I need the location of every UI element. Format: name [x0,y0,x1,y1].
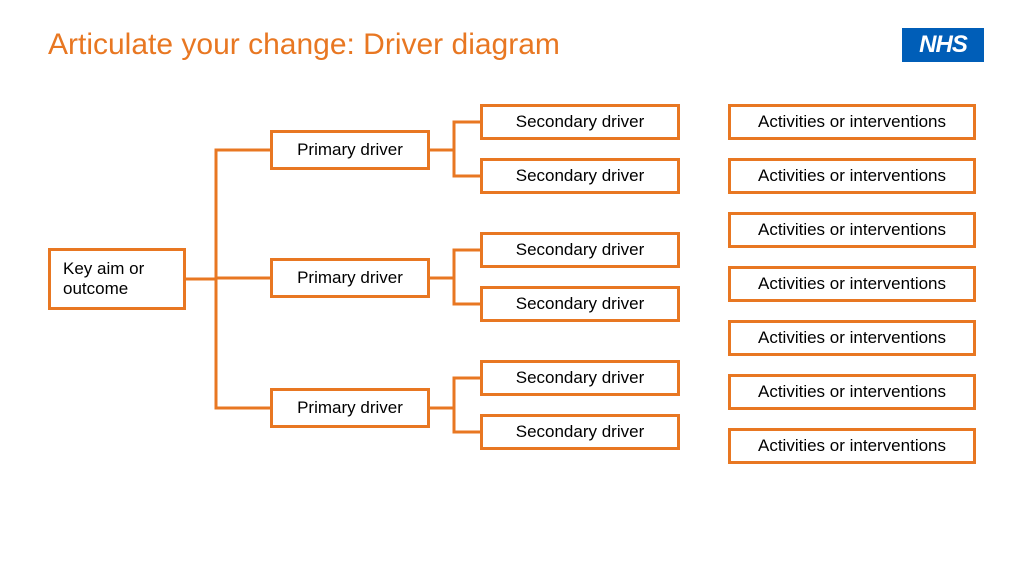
slide: Articulate your change: Driver diagram N… [0,0,1024,576]
secondary-driver-box: Secondary driver [480,360,680,396]
secondary-driver-box: Secondary driver [480,286,680,322]
activity-box: Activities or interventions [728,158,976,194]
secondary-driver-box: Secondary driver [480,232,680,268]
secondary-driver-box: Secondary driver [480,414,680,450]
aim-box: Key aim or outcome [48,248,186,310]
page-title: Articulate your change: Driver diagram [48,28,560,62]
primary-driver-box: Primary driver [270,258,430,298]
activity-box: Activities or interventions [728,266,976,302]
primary-driver-box: Primary driver [270,130,430,170]
activity-box: Activities or interventions [728,104,976,140]
primary-driver-box: Primary driver [270,388,430,428]
nhs-logo: NHS [902,28,984,62]
secondary-driver-box: Secondary driver [480,158,680,194]
activity-box: Activities or interventions [728,428,976,464]
nhs-logo-text: NHS [919,31,967,59]
activity-box: Activities or interventions [728,212,976,248]
activity-box: Activities or interventions [728,320,976,356]
secondary-driver-box: Secondary driver [480,104,680,140]
activity-box: Activities or interventions [728,374,976,410]
